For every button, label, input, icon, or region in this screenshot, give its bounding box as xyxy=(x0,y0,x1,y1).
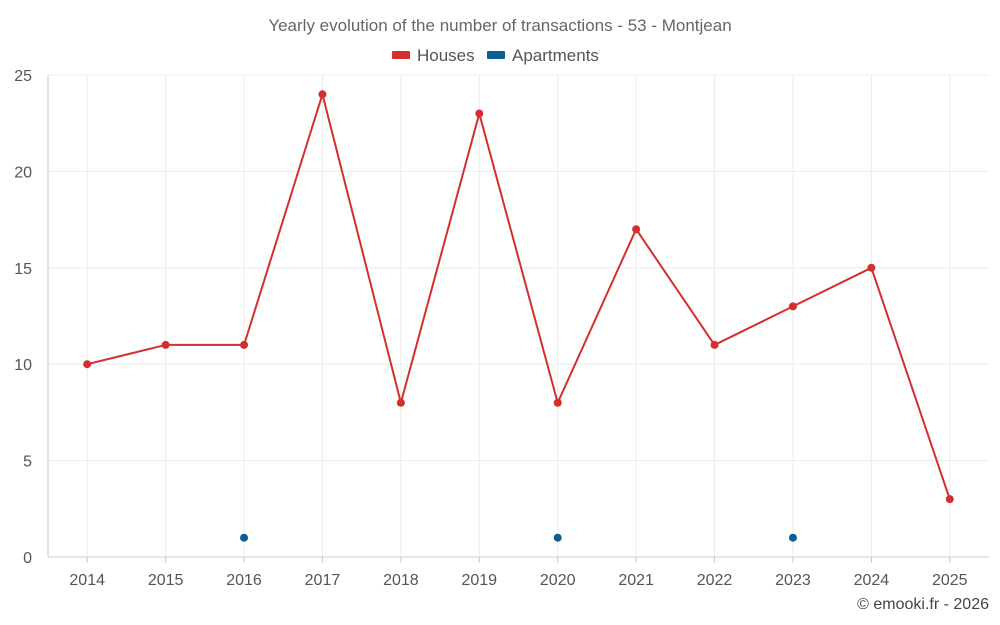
data-point-houses[interactable] xyxy=(867,263,876,272)
data-point-houses[interactable] xyxy=(161,340,170,349)
data-point-apartments[interactable] xyxy=(240,533,249,542)
data-point-houses[interactable] xyxy=(553,398,562,407)
x-tick-label: 2014 xyxy=(69,572,105,589)
y-tick-label: 0 xyxy=(23,550,32,567)
legend: Houses Apartments xyxy=(392,46,599,65)
data-point-houses[interactable] xyxy=(945,495,954,504)
data-point-houses[interactable] xyxy=(83,360,92,369)
x-tick-label: 2017 xyxy=(305,572,341,589)
y-tick-label: 5 xyxy=(23,454,32,471)
x-tick-label: 2018 xyxy=(383,572,419,589)
data-point-houses[interactable] xyxy=(318,90,327,99)
data-point-houses[interactable] xyxy=(710,340,719,349)
legend-item-houses[interactable]: Houses xyxy=(392,46,475,65)
data-point-apartments[interactable] xyxy=(788,533,797,542)
x-tick-label: 2024 xyxy=(854,572,890,589)
y-tick-label: 20 xyxy=(14,164,32,181)
data-point-apartments[interactable] xyxy=(553,533,562,542)
x-tick-label: 2016 xyxy=(226,572,262,589)
data-point-houses[interactable] xyxy=(788,302,797,311)
x-tick-label: 2020 xyxy=(540,572,576,589)
legend-swatch-apartments xyxy=(487,51,505,59)
legend-item-apartments[interactable]: Apartments xyxy=(487,46,599,65)
chart-title: Yearly evolution of the number of transa… xyxy=(268,16,731,35)
x-tick-label: 2025 xyxy=(932,572,968,589)
data-point-houses[interactable] xyxy=(396,398,405,407)
y-tick-label: 10 xyxy=(14,357,32,374)
x-tick-label: 2022 xyxy=(697,572,733,589)
x-tick-label: 2019 xyxy=(461,572,497,589)
x-tick-label: 2021 xyxy=(618,572,654,589)
legend-label-houses: Houses xyxy=(417,46,475,65)
x-tick-label: 2023 xyxy=(775,572,811,589)
legend-swatch-houses xyxy=(392,51,410,59)
data-point-houses[interactable] xyxy=(240,340,249,349)
x-tick-label: 2015 xyxy=(148,572,184,589)
credit-text: © emooki.fr - 2026 xyxy=(857,596,989,613)
legend-label-apartments: Apartments xyxy=(512,46,599,65)
series-line-houses xyxy=(86,93,951,500)
data-point-houses[interactable] xyxy=(475,109,484,118)
series xyxy=(83,90,954,542)
grid xyxy=(48,74,989,557)
data-point-houses[interactable] xyxy=(632,225,641,234)
y-tick-label: 15 xyxy=(14,261,32,278)
y-tick-label: 25 xyxy=(14,68,32,85)
